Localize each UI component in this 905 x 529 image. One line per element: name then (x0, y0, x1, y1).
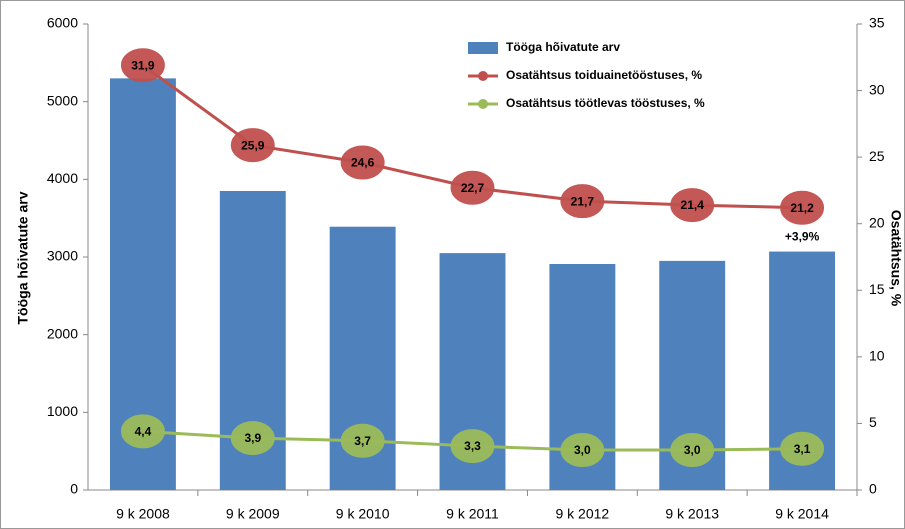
y-axis-label: Tööga hõivatute arv (15, 191, 31, 324)
y2-tick-label: 20 (869, 214, 885, 230)
y2-tick-label: 15 (869, 281, 885, 297)
y2-tick-label: 5 (869, 414, 877, 430)
marker (780, 190, 825, 225)
y2-tick-label: 0 (869, 481, 877, 497)
marker (120, 414, 165, 449)
marker (560, 433, 605, 468)
y-tick-label: 5000 (47, 92, 78, 108)
data-label: 24,6 (351, 156, 375, 170)
marker (670, 188, 715, 223)
annotation: +3,9% (785, 230, 820, 244)
y2-tick-label: 25 (869, 148, 885, 164)
data-label: 3,0 (684, 443, 701, 457)
x-tick-label: 9 k 2009 (226, 506, 280, 522)
y2-tick-label: 10 (869, 348, 885, 364)
data-label: 3,0 (574, 443, 591, 457)
y-tick-label: 3000 (47, 248, 78, 264)
data-label: 21,7 (571, 194, 595, 208)
legend-label: Tööga hõivatute arv (506, 40, 620, 54)
marker (230, 128, 275, 163)
legend-label: Osatähtsus toiduainetööstuses, % (506, 68, 702, 82)
y2-tick-label: 30 (869, 81, 885, 97)
data-label: 3,3 (464, 439, 481, 453)
y-tick-label: 0 (70, 481, 78, 497)
legend-swatch (468, 42, 498, 54)
y-tick-label: 1000 (47, 403, 78, 419)
x-tick-label: 9 k 2010 (336, 506, 390, 522)
x-tick-label: 9 k 2011 (446, 506, 499, 522)
y-tick-label: 2000 (47, 325, 78, 341)
marker (450, 429, 495, 464)
marker (340, 423, 385, 458)
marker (450, 170, 495, 205)
marker (120, 48, 165, 83)
x-tick-label: 9 k 2012 (555, 506, 609, 522)
marker (230, 421, 275, 456)
legend-swatch (478, 71, 488, 81)
x-tick-label: 9 k 2013 (665, 506, 719, 522)
marker (560, 184, 605, 219)
legend-swatch (478, 99, 488, 109)
data-label: 31,9 (131, 58, 155, 72)
y-tick-label: 6000 (47, 15, 78, 31)
data-label: 21,4 (681, 198, 705, 212)
y2-tick-label: 35 (869, 15, 885, 31)
marker (670, 433, 715, 468)
marker (340, 145, 385, 180)
y-tick-label: 4000 (47, 170, 78, 186)
x-tick-label: 9 k 2008 (116, 506, 170, 522)
data-label: 21,2 (790, 201, 814, 215)
data-label: 3,9 (244, 431, 261, 445)
data-label: 25,9 (241, 138, 265, 152)
data-label: 4,4 (135, 425, 152, 439)
x-tick-label: 9 k 2014 (775, 506, 829, 522)
data-label: 3,1 (794, 442, 811, 456)
legend-label: Osatähtsus töötlevas tööstuses, % (506, 96, 705, 110)
data-label: 3,7 (354, 434, 371, 448)
data-label: 22,7 (461, 181, 485, 195)
marker (780, 431, 825, 466)
y2-axis-label: Osatähtsus, % (888, 210, 904, 307)
